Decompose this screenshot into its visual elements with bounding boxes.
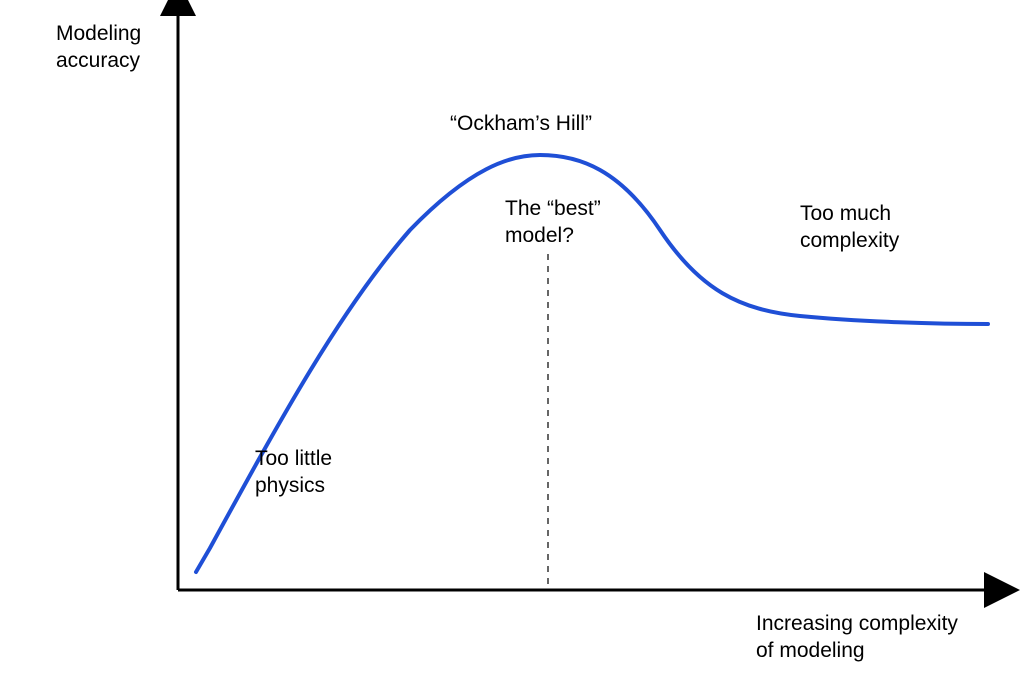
x-axis-label: Increasing complexity of modeling [756, 610, 958, 665]
best-model-label: The “best” model? [505, 195, 601, 250]
diagram-svg [0, 0, 1024, 686]
y-axis-label: Modeling accuracy [56, 20, 141, 75]
too-little-physics-label: Too little physics [255, 445, 332, 500]
too-much-complexity-label: Too much complexity [800, 200, 899, 255]
ockhams-hill-diagram: Modeling accuracy Increasing complexity … [0, 0, 1024, 686]
ockhams-hill-label: “Ockham’s Hill” [450, 110, 592, 137]
